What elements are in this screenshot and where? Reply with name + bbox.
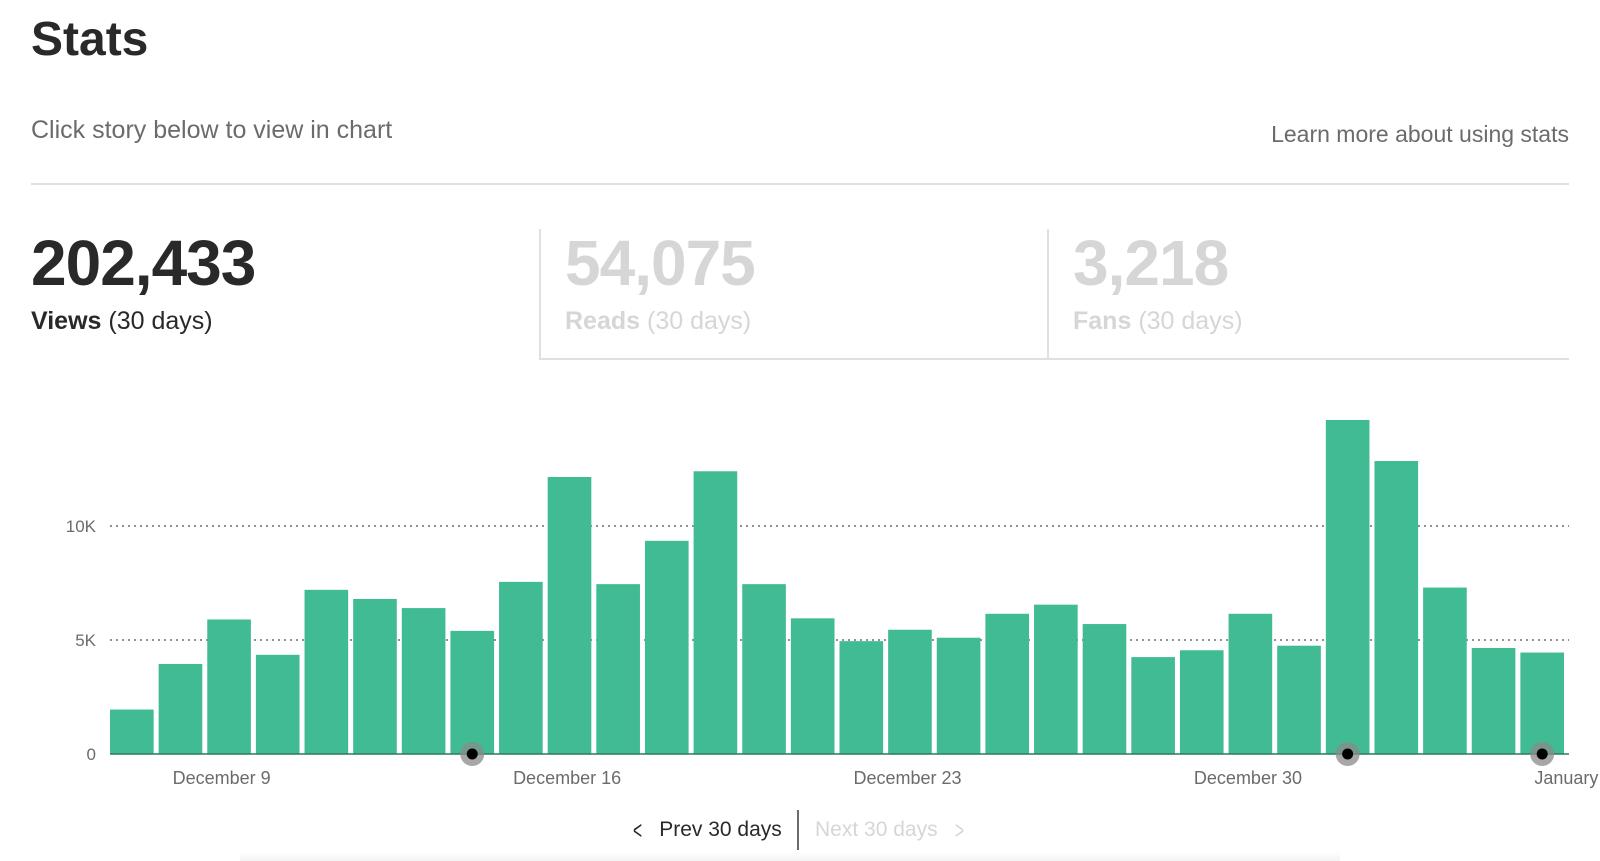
reads-metric-tab[interactable]: 54,075 Reads (30 days) (539, 229, 1047, 360)
bar-6[interactable] (353, 598, 397, 754)
reads-period: (30 days) (647, 307, 752, 335)
bar-17[interactable] (888, 629, 932, 754)
bar-26[interactable] (1325, 419, 1370, 754)
chevron-left-icon: < (633, 815, 643, 845)
reads-label: Reads (30 days) (565, 307, 1047, 336)
reads-count: 54,075 (565, 227, 756, 299)
page-title: Stats (31, 13, 149, 66)
bar-18[interactable] (936, 637, 981, 754)
header-divider (31, 183, 1569, 185)
bar-28[interactable] (1423, 587, 1467, 754)
bar-30[interactable] (1520, 652, 1564, 754)
bar-20[interactable] (1034, 604, 1078, 754)
y-tick-label-0: 0 (87, 745, 96, 764)
bar-9[interactable] (499, 581, 543, 754)
bar-5[interactable] (304, 589, 349, 754)
bar-29[interactable] (1471, 647, 1516, 754)
views-bar-chart: 0 5K 10K December 9 December 16 December 23 De… (66, 419, 1598, 788)
y-tick-label-2: 10K (66, 517, 97, 536)
bar-3[interactable] (207, 619, 251, 754)
views-count: 202,433 (31, 227, 256, 299)
bar-21[interactable] (1082, 624, 1127, 754)
bar-2[interactable] (158, 663, 203, 754)
x-tick-label-0: December 9 (173, 768, 271, 788)
x-tick-label-3: December 30 (1194, 768, 1302, 788)
footer-shadow (240, 852, 1340, 861)
story-marker-3[interactable] (1536, 748, 1548, 760)
fans-count: 3,218 (1073, 227, 1229, 299)
bar-16[interactable] (839, 641, 884, 754)
bar-12[interactable] (644, 540, 689, 754)
bar-11[interactable] (596, 584, 640, 754)
bar-8[interactable] (450, 630, 495, 754)
bar-23[interactable] (1179, 650, 1224, 754)
bar-15[interactable] (790, 618, 835, 754)
bar-25[interactable] (1277, 645, 1321, 754)
views-metric-tab[interactable]: 202,433 Views (30 days) (31, 229, 539, 360)
prev-30-days-button[interactable]: < Prev 30 days (630, 810, 782, 850)
views-label: Views (30 days) (31, 307, 539, 336)
bar-22[interactable] (1131, 657, 1175, 754)
fans-metric-tab[interactable]: 3,218 Fans (30 days) (1047, 229, 1569, 360)
bar-4[interactable] (255, 654, 300, 754)
chevron-right-icon: > (954, 815, 964, 845)
bar-10[interactable] (547, 476, 592, 754)
learn-more-link[interactable]: Learn more about using stats (1271, 121, 1569, 147)
story-marker-2[interactable] (1342, 748, 1354, 760)
date-pager: < Prev 30 days Next 30 days > (0, 810, 1600, 850)
pager-divider (797, 810, 799, 850)
bar-13[interactable] (693, 471, 738, 754)
x-tick-label-4: January (1534, 768, 1598, 788)
next-30-days-label: Next 30 days (815, 818, 938, 841)
reads-label-text: Reads (565, 307, 641, 335)
next-30-days-button: Next 30 days > (815, 810, 967, 850)
y-tick-label-1: 5K (75, 631, 96, 650)
fans-label: Fans (30 days) (1073, 307, 1569, 336)
bar-27[interactable] (1374, 461, 1419, 754)
prev-30-days-label: Prev 30 days (659, 818, 782, 841)
fans-period: (30 days) (1138, 307, 1243, 335)
fans-label-text: Fans (1073, 307, 1132, 335)
bar-7[interactable] (401, 608, 446, 754)
x-tick-label-1: December 16 (513, 768, 621, 788)
views-label-text: Views (31, 307, 102, 335)
story-marker-1[interactable] (466, 748, 478, 760)
x-tick-label-2: December 23 (854, 768, 962, 788)
views-period: (30 days) (108, 307, 213, 335)
bar-1[interactable] (110, 709, 154, 754)
chart-hint-text: Click story below to view in chart (31, 116, 393, 144)
bar-24[interactable] (1228, 613, 1273, 754)
bar-19[interactable] (985, 613, 1030, 754)
bar-14[interactable] (742, 584, 786, 754)
